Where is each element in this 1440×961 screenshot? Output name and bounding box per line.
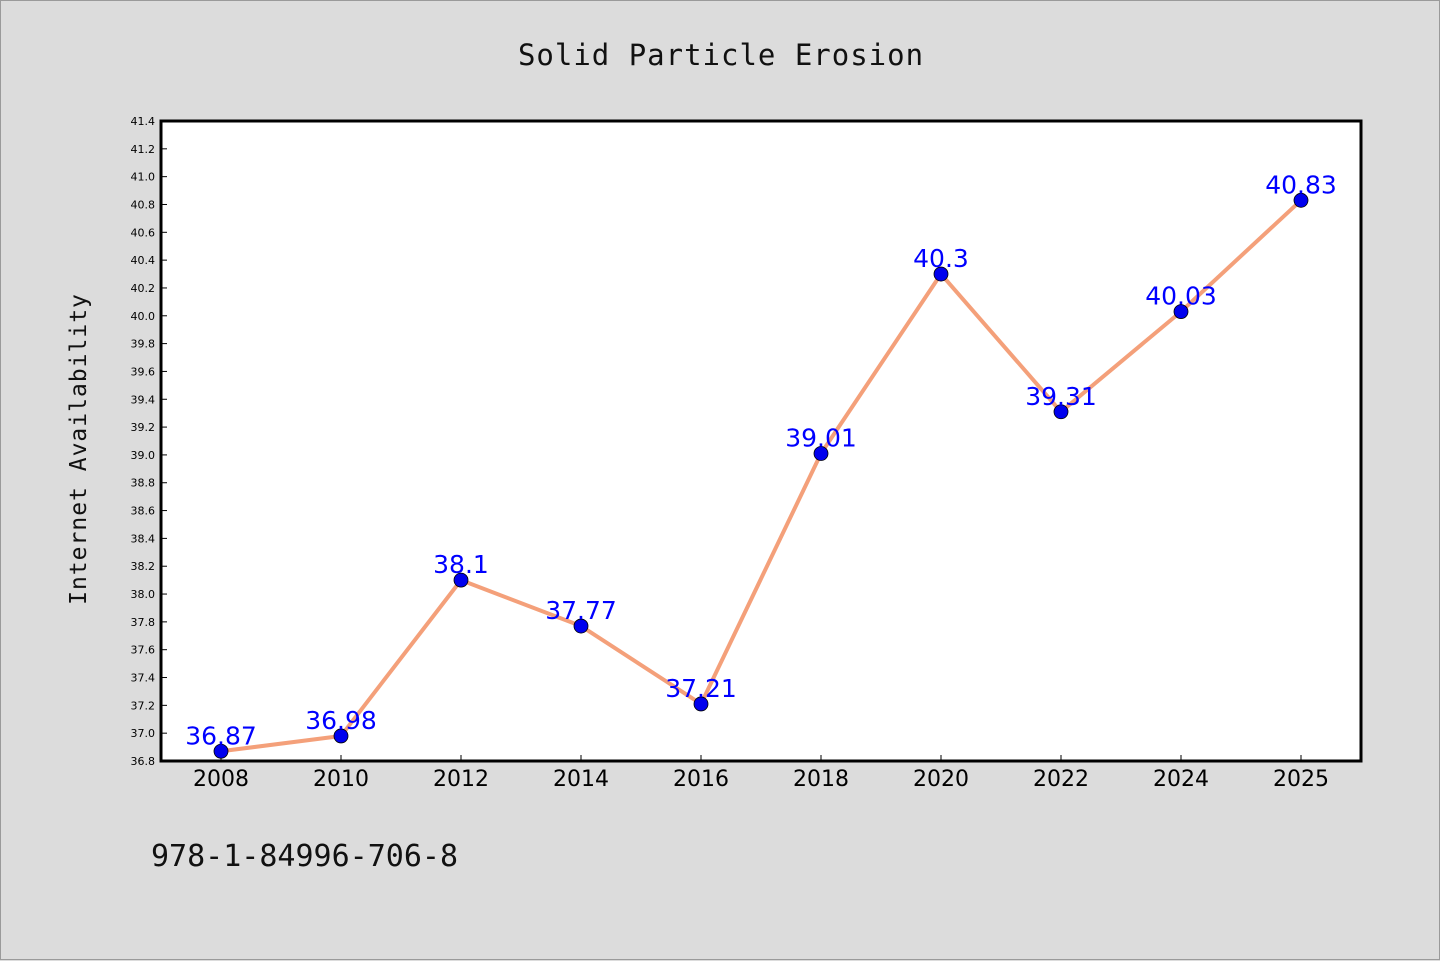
data-point [813,446,829,461]
y-tick-label: 39.8 [131,338,156,351]
y-tick-label: 39.2 [131,421,156,434]
x-tick-label: 2016 [673,767,729,792]
data-label: 38.1 [433,550,489,579]
y-tick-label: 37.2 [131,699,156,712]
axis-ticks: 36.8 37.0 37.2 37.4 37.6 37.8 38.0 38.2 38.4 38.6… [131,115,1330,792]
data-point [333,728,349,744]
plot-border [159,119,1363,763]
data-label: 40.3 [913,244,969,273]
footer-text: 978-1-84996-706-8 [151,839,458,874]
y-tick-label: 37.0 [131,727,156,740]
data-labels-layer: 36.87 36.98 38.1 37.77 37.21 39.01 40.3 39.31 40… [185,170,1337,750]
y-tick-label: 37.6 [131,644,156,657]
data-label: 36.87 [185,721,257,750]
y-tick-label: 36.8 [131,755,156,768]
data-label: 40.83 [1265,170,1337,199]
chart-title: Solid Particle Erosion [518,38,924,72]
plot-area [161,121,1361,761]
y-tick-label: 40.0 [131,310,156,323]
x-tick-label: 2014 [553,767,609,792]
data-point [1173,304,1189,320]
y-tick-label: 40.2 [131,282,156,295]
x-tick-label: 2022 [1033,767,1089,792]
y-tick-label: 41.0 [131,171,156,184]
y-tick-label: 37.8 [131,616,156,629]
x-tick-label: 2024 [1153,767,1209,792]
data-point [573,618,589,634]
y-tick-label: 39.6 [131,365,156,378]
data-label: 37.21 [665,674,737,703]
y-tick-label: 39.0 [131,449,156,462]
x-tick-label: 2008 [193,767,249,792]
y-tick-label: 41.2 [131,143,156,156]
x-tick-label: 2010 [313,767,369,792]
data-point [693,696,709,712]
y-tick-label: 39.4 [131,393,156,406]
y-tick-label: 40.4 [131,254,156,267]
data-point [213,743,229,759]
y-tick-label: 40.8 [131,198,156,211]
series-layer [213,192,1309,759]
y-tick-label: 41.4 [131,115,156,128]
y-tick-label: 40.6 [131,226,156,239]
series-line [219,198,1303,754]
y-tick-label: 38.6 [131,505,156,518]
data-point [1293,192,1309,208]
y-tick-label: 38.2 [131,560,156,573]
y-tick-label: 37.4 [131,672,156,685]
x-tick-label: 2025 [1273,767,1329,792]
y-axis-label: Internet Availability [66,293,92,605]
data-label: 36.98 [305,706,377,735]
data-point [453,572,469,588]
data-point [1053,404,1069,420]
x-tick-label: 2018 [793,767,849,792]
y-tick-label: 38.4 [131,532,156,545]
data-label: 40.03 [1145,282,1217,311]
y-tick-label: 38.8 [131,477,156,490]
x-tick-label: 2012 [433,767,489,792]
data-point [933,266,949,282]
x-tick-label: 2020 [913,767,969,792]
data-label: 39.01 [785,424,857,453]
data-label: 37.77 [545,596,617,625]
y-tick-label: 38.0 [131,588,156,601]
data-label: 39.31 [1025,382,1097,411]
